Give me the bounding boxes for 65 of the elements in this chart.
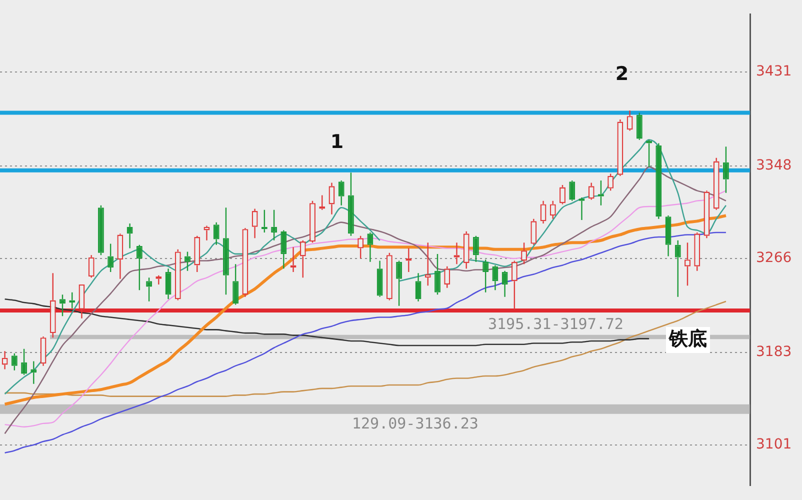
annotation: 1 (330, 130, 344, 153)
candlestick (126, 222, 133, 249)
candlestick (424, 242, 431, 286)
candlestick (376, 260, 383, 298)
candlestick (348, 172, 354, 236)
candlestick (569, 180, 576, 202)
candlestick (30, 360, 37, 384)
candlestick (704, 190, 710, 239)
candlestick (242, 227, 248, 298)
line-series (3, 214, 728, 406)
candlestick (588, 182, 594, 200)
candlestick (165, 268, 172, 300)
candlestick (271, 209, 278, 241)
annotation: 铁底 (668, 328, 707, 350)
candlestick (482, 259, 489, 293)
candlestick (252, 208, 258, 239)
line-series (4, 300, 727, 397)
candlestick (656, 142, 662, 220)
y-tick-label: 3348 (756, 157, 792, 174)
candlestick (300, 240, 306, 278)
candlestick (665, 214, 672, 257)
candlestick (367, 232, 374, 262)
candlestick (146, 277, 152, 302)
candlestick (530, 218, 537, 246)
candlestick (396, 260, 402, 307)
candlestick (232, 264, 239, 306)
y-tick-label: 3101 (756, 436, 792, 453)
candlestick (674, 240, 681, 298)
candlestick (21, 348, 28, 376)
candlestick (136, 244, 142, 291)
candlestick (626, 110, 633, 132)
candlestick (222, 207, 229, 296)
candlestick (636, 112, 642, 140)
candlestick (713, 157, 720, 210)
annotation: 2 (615, 62, 629, 85)
candlestick (204, 225, 210, 241)
y-tick-label: 3266 (756, 250, 792, 266)
candlestick (722, 146, 729, 194)
candlestick (117, 233, 124, 280)
candlestick (328, 182, 335, 216)
candlestick (492, 264, 498, 291)
candlestick (40, 336, 46, 366)
line-series (4, 298, 650, 346)
candlestick (540, 200, 546, 224)
candlestick (463, 230, 470, 270)
candlestick (502, 270, 508, 298)
candlestick (108, 243, 114, 273)
candlestick (50, 272, 56, 338)
y-tick-label: 3431 (756, 64, 792, 80)
band-label: 129.09-3136.23 (352, 414, 478, 433)
line-series (4, 232, 727, 454)
candlestick (338, 180, 344, 206)
y-tick-label: 3183 (756, 344, 792, 360)
candlestick (358, 235, 364, 260)
candlestick (434, 253, 440, 296)
candlestick (88, 254, 94, 278)
candlestick (521, 242, 528, 265)
band-label: 3195.31-3197.72 (488, 315, 624, 334)
candlestick (280, 230, 287, 270)
candlestick (617, 118, 624, 177)
candlestick (184, 251, 190, 272)
candlestick (415, 272, 422, 302)
candlestick (213, 222, 220, 246)
candlestick (511, 260, 518, 310)
candlestick (60, 294, 66, 317)
